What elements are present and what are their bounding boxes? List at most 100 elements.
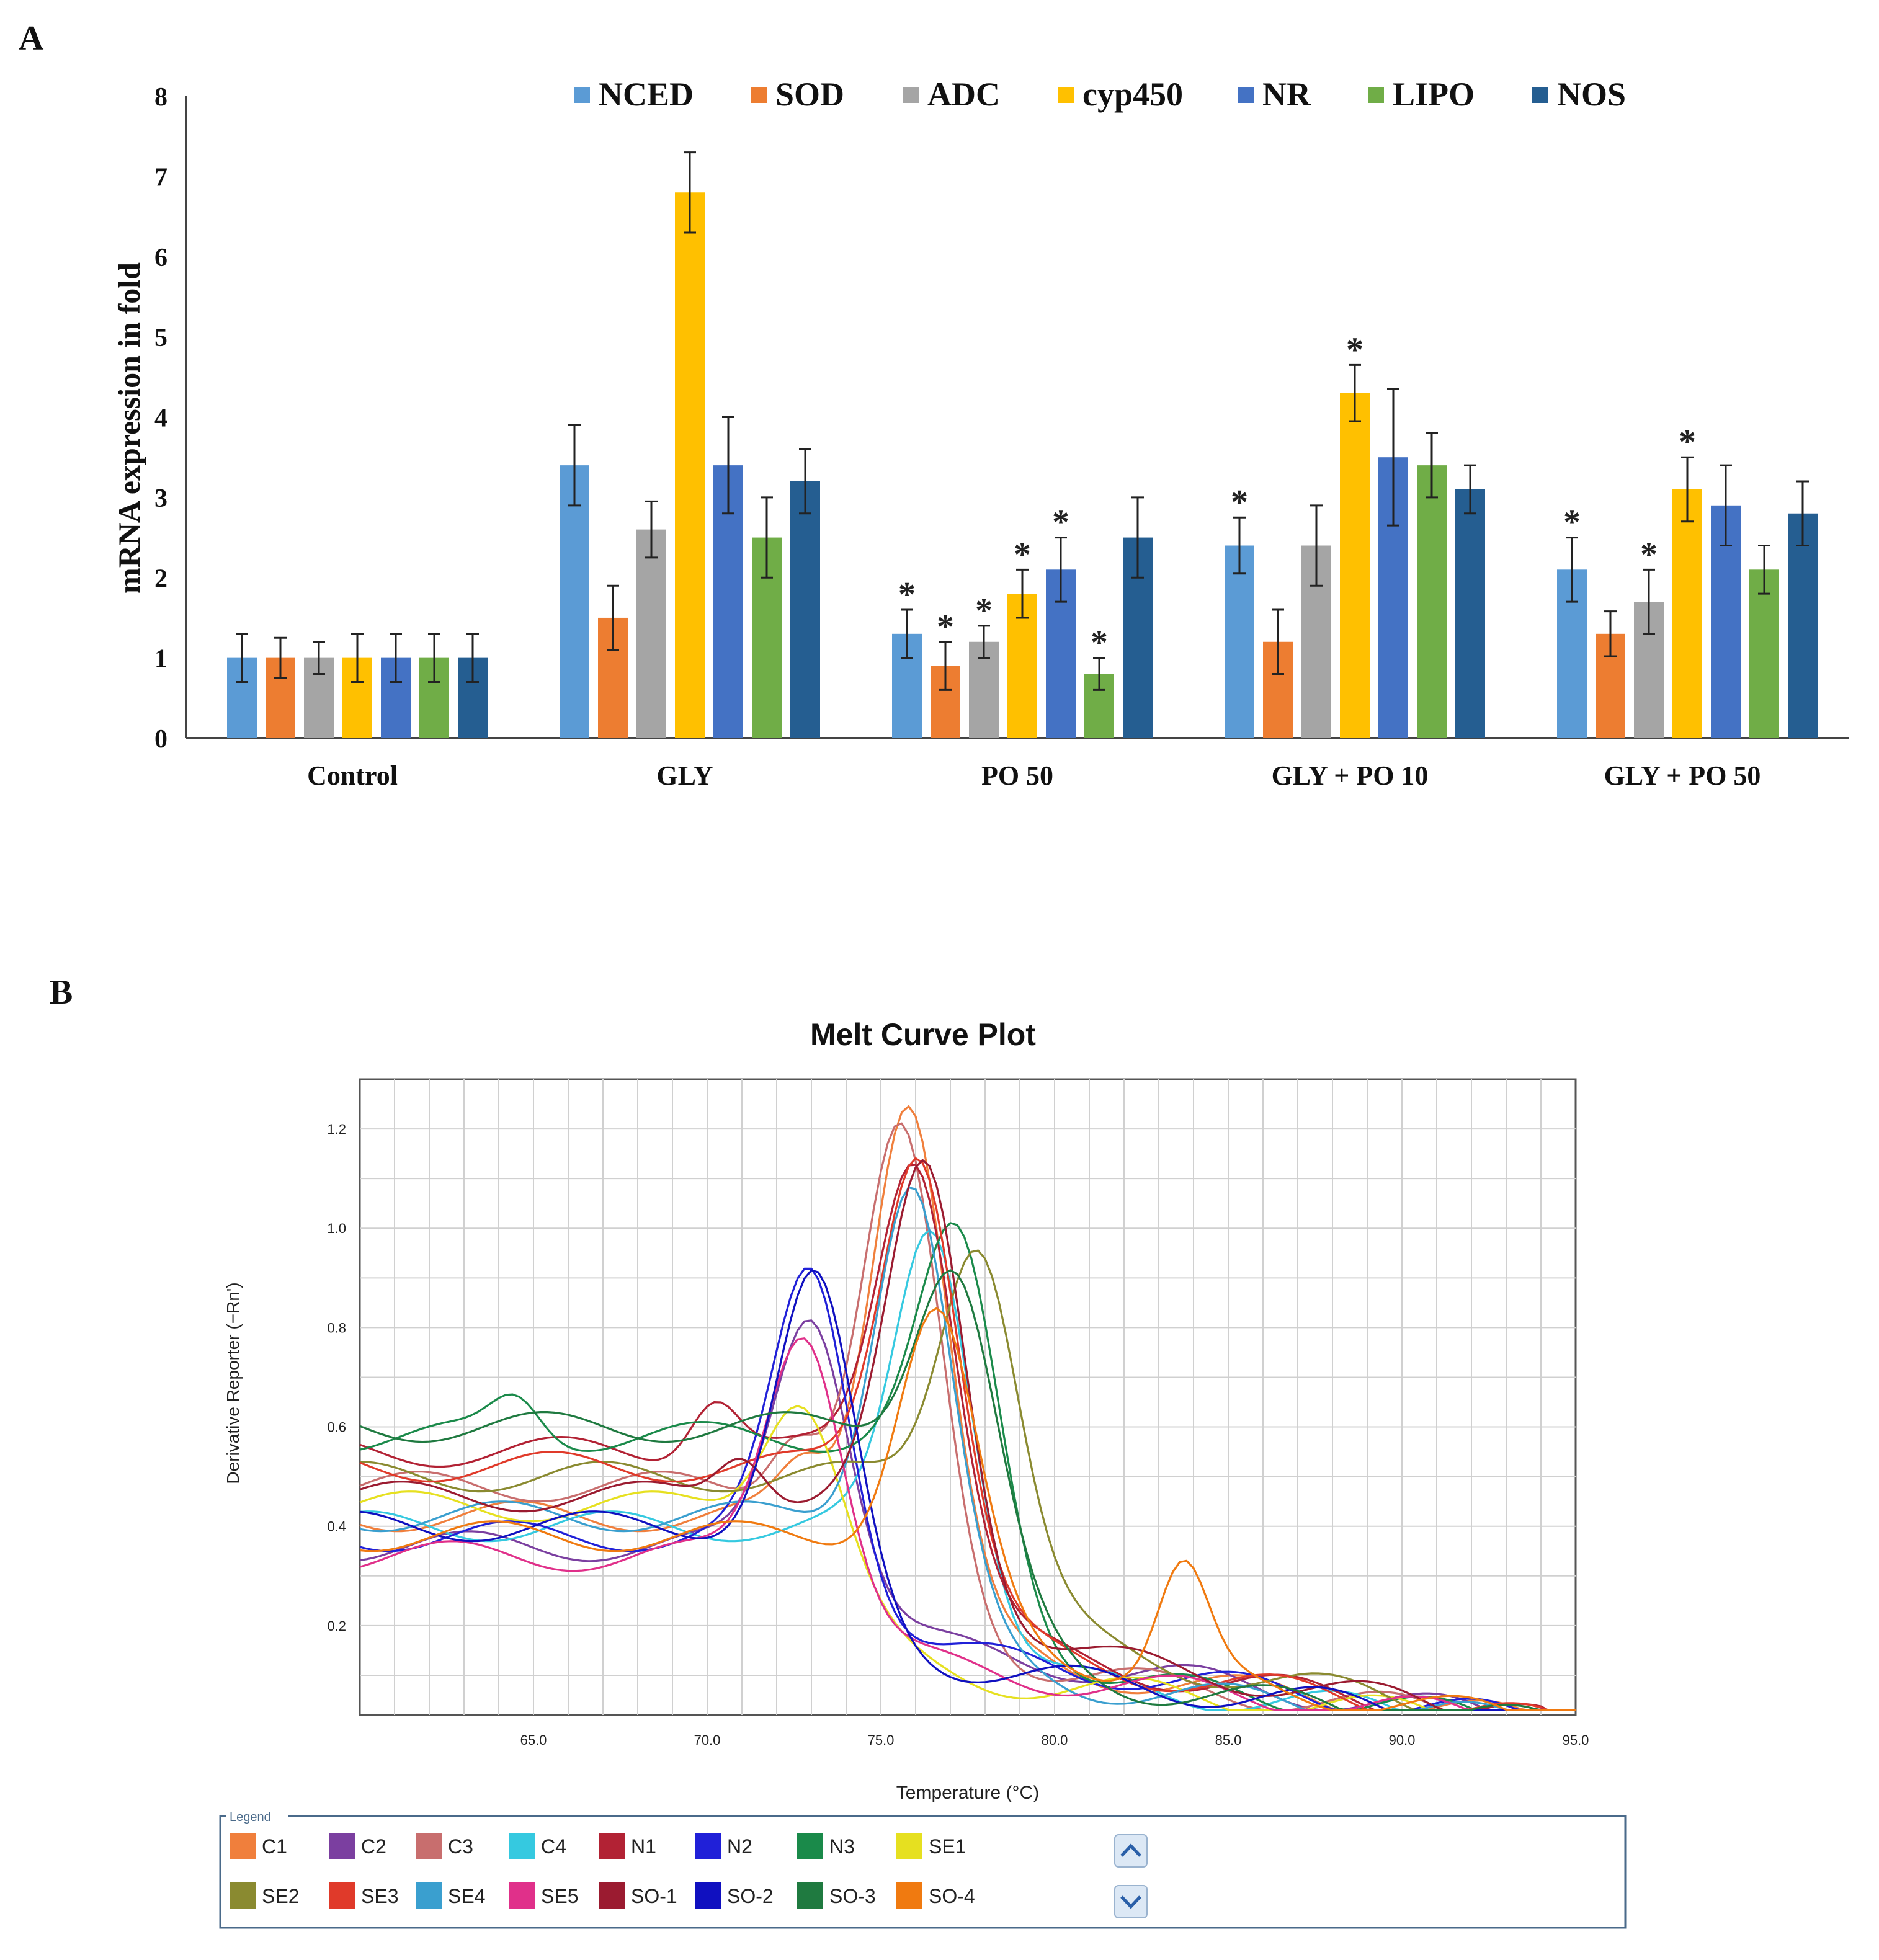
melt-curve-line bbox=[359, 1307, 1576, 1711]
legend-label: SO-2 bbox=[727, 1885, 774, 1907]
panel-a-letter: A bbox=[19, 19, 44, 58]
panel-a-bars: * * * * * * * * * * * bbox=[227, 151, 1818, 738]
bar bbox=[675, 192, 705, 738]
legend-swatch bbox=[416, 1882, 442, 1909]
legend-label: SOD bbox=[775, 76, 844, 113]
legend-label: SE5 bbox=[541, 1885, 578, 1907]
significance-star: * bbox=[898, 576, 916, 614]
legend-swatch bbox=[797, 1833, 823, 1859]
category-label: GLY bbox=[656, 760, 713, 791]
legend-label: SE3 bbox=[361, 1885, 398, 1907]
y-tick-label: 0.2 bbox=[327, 1618, 346, 1634]
legend-label: SO-1 bbox=[631, 1885, 677, 1907]
x-tick-label: 75.0 bbox=[868, 1732, 895, 1748]
significance-star: * bbox=[1679, 423, 1696, 461]
category-label: GLY + PO 50 bbox=[1604, 760, 1761, 791]
significance-star: * bbox=[975, 592, 993, 630]
panel-b-melt-curve-chart: Melt Curve Plot 65.0 70.0 75.0 80.0 85.0 90.0… bbox=[219, 1017, 1627, 1929]
significance-star: * bbox=[1640, 535, 1658, 574]
significance-star: * bbox=[1563, 504, 1581, 542]
chevron-up-icon bbox=[1120, 1843, 1141, 1857]
category-label: PO 50 bbox=[981, 760, 1053, 791]
significance-star: * bbox=[1052, 504, 1069, 542]
bar bbox=[1417, 465, 1447, 738]
panel-b-title: Melt Curve Plot bbox=[810, 1017, 1036, 1052]
panel-a-y-axis-label: mRNA expression in fold bbox=[112, 262, 146, 594]
legend-label: LIPO bbox=[1393, 76, 1475, 113]
legend-title: Legend bbox=[230, 1811, 271, 1824]
legend-swatch bbox=[599, 1882, 625, 1909]
bar bbox=[790, 481, 820, 738]
panel-b-ticks: 65.0 70.0 75.0 80.0 85.0 90.0 95.0 0.2 0.4 0.6 0.8… bbox=[327, 1121, 1589, 1748]
x-tick-label: 65.0 bbox=[520, 1732, 547, 1748]
legend-swatch bbox=[903, 87, 919, 103]
legend-swatch bbox=[695, 1833, 721, 1859]
y-tick-label: 1.2 bbox=[327, 1121, 346, 1137]
legend-label: C3 bbox=[448, 1835, 473, 1858]
significance-star: * bbox=[937, 608, 954, 646]
legend-swatch bbox=[416, 1833, 442, 1859]
legend-swatch bbox=[230, 1882, 256, 1909]
melt-curve-line bbox=[359, 1159, 1576, 1711]
bar bbox=[1788, 513, 1818, 738]
legend-label: SO-4 bbox=[929, 1885, 975, 1907]
legend-items: C1 C2 C3 C4 N1 N2 N3 SE1 SE2 SE3 SE4 SE5 SO-1 SO-2 SO-… bbox=[230, 1833, 975, 1909]
y-tick-label: 1.0 bbox=[327, 1221, 346, 1236]
legend-swatch bbox=[599, 1833, 625, 1859]
bar bbox=[1749, 569, 1779, 738]
y-tick-label: 2 bbox=[154, 564, 167, 593]
bar bbox=[1340, 393, 1370, 738]
category-label: GLY + PO 10 bbox=[1272, 760, 1429, 791]
legend-box bbox=[219, 1815, 1627, 1929]
panel-b-curves bbox=[359, 1105, 1576, 1711]
legend-swatch bbox=[329, 1882, 355, 1909]
legend-label: N3 bbox=[829, 1835, 855, 1858]
panel-b-grid bbox=[360, 1079, 1576, 1715]
x-tick-label: 70.0 bbox=[694, 1732, 721, 1748]
legend-label: NOS bbox=[1557, 76, 1626, 113]
significance-star: * bbox=[1231, 483, 1248, 522]
legend-label: C1 bbox=[262, 1835, 287, 1858]
legend-label: ADC bbox=[927, 76, 1000, 113]
x-tick-label: 80.0 bbox=[1042, 1732, 1068, 1748]
legend-scroll-up-button[interactable] bbox=[1114, 1834, 1148, 1868]
bar bbox=[636, 529, 666, 738]
y-tick-label: 0 bbox=[154, 725, 167, 754]
legend-swatch bbox=[695, 1882, 721, 1909]
legend-swatch bbox=[751, 87, 767, 103]
legend-label: C2 bbox=[361, 1835, 386, 1858]
y-tick-label: 1 bbox=[154, 645, 167, 674]
category-label: Control bbox=[307, 760, 398, 791]
significance-star: * bbox=[1014, 535, 1031, 574]
y-tick-label: 6 bbox=[154, 244, 167, 272]
y-tick-label: 5 bbox=[154, 324, 167, 352]
panel-a-category-labels: Control GLY PO 50 GLY + PO 10 GLY + PO 50 bbox=[307, 760, 1761, 791]
panel-a-y-ticks: 0 1 2 3 4 5 6 7 8 bbox=[154, 83, 167, 754]
significance-star: * bbox=[1091, 624, 1108, 662]
y-tick-label: 0.4 bbox=[327, 1519, 346, 1535]
legend-label: N2 bbox=[727, 1835, 752, 1858]
x-tick-label: 95.0 bbox=[1563, 1732, 1589, 1748]
melt-curve-line bbox=[359, 1269, 1576, 1711]
legend-swatch bbox=[1532, 87, 1548, 103]
legend-swatch bbox=[509, 1882, 535, 1909]
legend-scroll-down-button[interactable] bbox=[1114, 1885, 1148, 1918]
panel-b-y-axis-label: Derivative Reporter (−Rn') bbox=[223, 1282, 243, 1484]
legend-swatch bbox=[797, 1882, 823, 1909]
legend-swatch bbox=[574, 87, 590, 103]
legend-label: C4 bbox=[541, 1835, 566, 1858]
legend-label: SO-3 bbox=[829, 1885, 876, 1907]
legend-label: cyp450 bbox=[1082, 76, 1183, 113]
x-tick-label: 90.0 bbox=[1389, 1732, 1416, 1748]
y-tick-label: 3 bbox=[154, 484, 167, 513]
legend-swatch bbox=[1368, 87, 1384, 103]
legend-label: SE1 bbox=[929, 1835, 966, 1858]
melt-curve-line bbox=[359, 1222, 1576, 1711]
panel-b-x-axis-label: Temperature (°C) bbox=[896, 1783, 1039, 1803]
panel-b-letter: B bbox=[50, 973, 73, 1012]
bar bbox=[1225, 545, 1254, 738]
legend-title-bg bbox=[226, 1809, 288, 1825]
legend-label: NR bbox=[1262, 76, 1311, 113]
